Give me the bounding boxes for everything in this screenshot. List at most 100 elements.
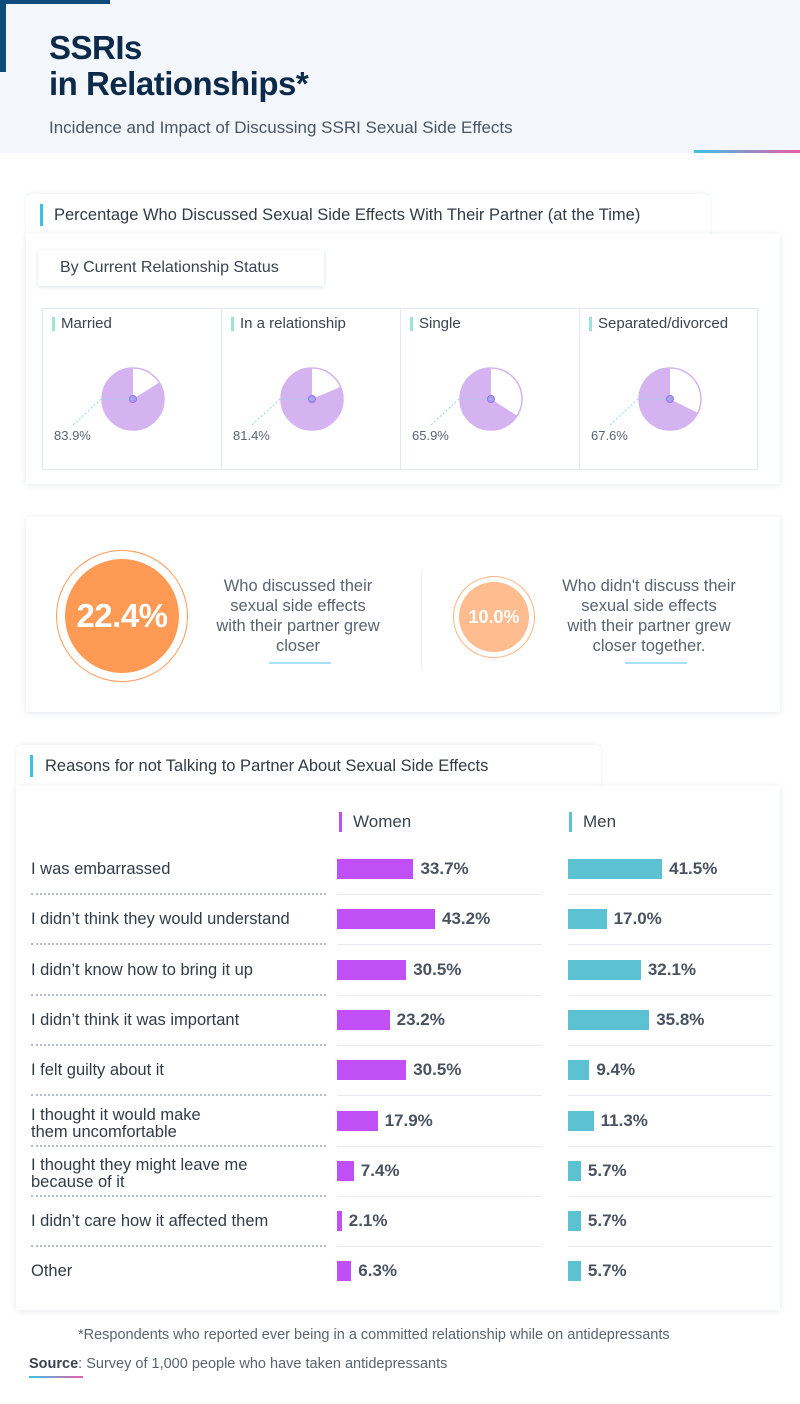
reasons-section-title: Reasons for not Talking to Partner About…: [45, 757, 489, 775]
women-bar-value: 17.9%: [384, 1110, 433, 1130]
row-divider: [568, 1145, 772, 1147]
women-bar-value: 6.3%: [358, 1261, 398, 1281]
section-accent-bar: [30, 755, 33, 777]
pie-chart: [251, 367, 344, 431]
women-bar-value: 2.1%: [348, 1211, 388, 1231]
men-bar-value: 35.8%: [656, 1009, 705, 1029]
women-bar: [337, 909, 435, 930]
row-divider-dotted: [31, 1043, 326, 1046]
footnote: *Respondents who reported ever being in …: [78, 1327, 670, 1343]
row-divider: [337, 1145, 542, 1147]
pie-charts-grid: Married 83.9% In a relationship 81.4% Single…: [42, 308, 758, 470]
not-discussed-text-line-1: Who didn't discuss their: [562, 577, 736, 595]
women-bar: [337, 859, 414, 879]
reason-label: I was embarrassed: [31, 861, 170, 878]
reason-label-line: I didn’t know how to bring it up: [31, 960, 253, 979]
row-divider: [337, 894, 542, 895]
reason-label-line: because of it: [31, 1172, 125, 1191]
not-discussed-text-line-2: sexual side effects: [581, 597, 717, 615]
reason-label-line: I thought they might leave me: [31, 1155, 248, 1174]
reason-label: I felt guilty about it: [31, 1062, 164, 1079]
pie-category-label: Married: [61, 315, 112, 332]
women-bar-value: 30.5%: [413, 959, 462, 979]
row-divider: [337, 1246, 542, 1248]
header-accent-top: [0, 0, 110, 4]
men-legend-bar: [569, 812, 572, 832]
women-bar: [337, 1060, 407, 1081]
pie-leader-line: [609, 398, 670, 426]
header: SSRIs in Relationships* Incidence and Im…: [0, 0, 800, 153]
row-divider-dotted: [31, 1144, 326, 1147]
reason-label-line: I was embarrassed: [31, 860, 171, 878]
row-divider-dotted: [31, 943, 326, 946]
women-bar-value: 33.7%: [420, 859, 469, 878]
page-subtitle: Incidence and Impact of Discussing SSRI …: [49, 118, 513, 137]
women-bar: [337, 959, 407, 980]
not-discussed-text-line-4: closer together.: [592, 637, 706, 655]
women-bar-value: 23.2%: [396, 1009, 445, 1029]
row-divider: [568, 994, 772, 996]
reason-label-line: I thought it would make: [31, 1105, 201, 1124]
pie-cell: Single 65.9%: [401, 309, 580, 469]
stats-divider: [421, 570, 422, 670]
row-divider: [568, 894, 772, 895]
women-label: Women: [353, 812, 412, 831]
pie-chart: [609, 367, 702, 431]
pie-cell: Married 83.9%: [43, 309, 222, 469]
pie-chart: [430, 367, 523, 431]
not-discussed-stat-text: Who didn't discuss their sexual side eff…: [544, 576, 754, 656]
row-divider: [568, 1095, 772, 1097]
reason-label: I thought they might leave me because of …: [31, 1155, 248, 1191]
pie-label-marker: [52, 317, 55, 331]
not-discussed-underline: [625, 662, 687, 664]
row-divider: [337, 994, 542, 996]
pie-category-label: Single: [419, 315, 461, 332]
row-divider-dotted: [31, 1094, 326, 1097]
men-bar: [568, 1160, 581, 1181]
men-bar: [568, 1261, 581, 1282]
pie-cell: Separated/divorced 67.6%: [580, 309, 759, 469]
discussed-section-tab: Percentage Who Discussed Sexual Side Eff…: [26, 194, 710, 236]
row-divider: [568, 1246, 772, 1248]
reason-label-line: I didn’t think they would understand: [31, 910, 290, 929]
women-bar-value: 7.4%: [360, 1160, 400, 1180]
men-bar-value: 5.7%: [587, 1261, 627, 1281]
men-bar: [568, 1211, 581, 1232]
men-label: Men: [583, 812, 617, 831]
pie-category-label: In a relationship: [240, 315, 346, 332]
men-bar-value: 41.5%: [669, 859, 718, 878]
row-divider: [568, 1195, 772, 1197]
reason-label: I didn’t think it was important: [31, 1011, 239, 1029]
discussed-text-line-1: Who discussed their: [223, 577, 373, 595]
row-divider: [337, 944, 542, 946]
source: Source: Survey of 1,000 people who have …: [29, 1356, 447, 1372]
pie-label-marker: [410, 317, 413, 331]
source-label: Source: [29, 1356, 79, 1372]
row-divider: [337, 1195, 542, 1197]
row-divider-dotted: [31, 893, 326, 895]
women-bar: [337, 1009, 390, 1030]
men-bar-value: 5.7%: [587, 1160, 627, 1180]
men-bar: [568, 1110, 594, 1131]
row-divider: [568, 1044, 772, 1046]
source-underline: [29, 1376, 83, 1378]
section-accent-bar: [40, 204, 43, 226]
discussed-section-title: Percentage Who Discussed Sexual Side Eff…: [54, 206, 641, 224]
discussed-underline: [269, 662, 331, 664]
men-bar-value: 17.0%: [613, 909, 662, 929]
discussed-text-line-4: closer: [275, 637, 320, 655]
men-bar: [568, 1009, 650, 1030]
row-divider-dotted: [31, 1245, 326, 1248]
page-title: SSRIs in Relationships*: [49, 30, 309, 102]
row-divider: [568, 944, 772, 946]
discussed-stat-value: 22.4%: [65, 559, 179, 673]
pie-leader-line: [72, 398, 133, 426]
reasons-section-tab: Reasons for not Talking to Partner About…: [16, 745, 601, 787]
pie-value-label: 83.9%: [54, 428, 91, 443]
reason-label: I didn’t think they would understand: [31, 911, 290, 928]
pie-label-marker: [589, 317, 592, 331]
reason-label-line: I felt guilty about it: [31, 1061, 164, 1080]
women-bar: [337, 1160, 354, 1181]
pie-leader-line: [251, 398, 312, 426]
